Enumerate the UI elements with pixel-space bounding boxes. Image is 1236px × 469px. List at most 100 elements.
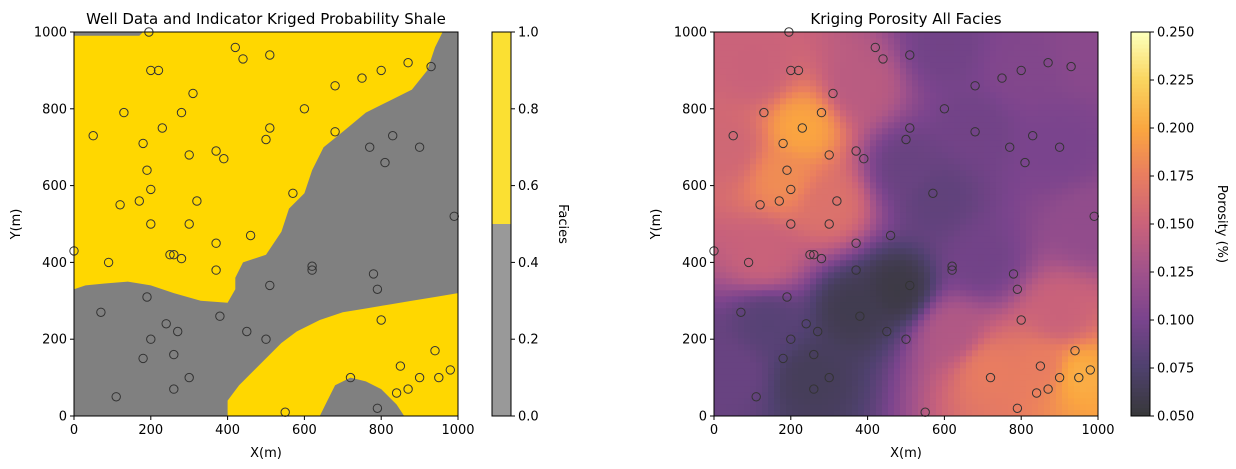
porosity-cell <box>966 338 973 345</box>
porosity-cell <box>930 350 937 357</box>
porosity-cell <box>876 110 883 117</box>
porosity-cell <box>810 158 817 165</box>
porosity-cell <box>912 194 919 201</box>
porosity-cell <box>864 296 871 303</box>
porosity-cell <box>954 128 961 135</box>
porosity-cell <box>894 230 901 237</box>
porosity-cell <box>1026 68 1033 75</box>
colorbar-gradient-step <box>1131 380 1150 385</box>
porosity-cell <box>972 80 979 87</box>
porosity-cell <box>774 68 781 75</box>
porosity-cell <box>936 290 943 297</box>
porosity-cell <box>1080 290 1087 297</box>
porosity-cell <box>966 38 973 45</box>
porosity-cell <box>960 38 967 45</box>
porosity-cell <box>924 272 931 279</box>
porosity-cell <box>972 302 979 309</box>
porosity-cell <box>978 356 985 363</box>
porosity-cell <box>870 314 877 321</box>
porosity-cell <box>996 116 1003 123</box>
porosity-cell <box>924 284 931 291</box>
porosity-cell <box>894 302 901 309</box>
porosity-cell <box>852 386 859 393</box>
porosity-cell <box>780 404 787 411</box>
porosity-cell <box>768 368 775 375</box>
porosity-cell <box>768 272 775 279</box>
well-marker <box>828 88 838 99</box>
porosity-cell <box>912 308 919 315</box>
porosity-cell <box>1062 404 1069 411</box>
porosity-cell <box>972 362 979 369</box>
porosity-cell <box>906 374 913 381</box>
porosity-cell <box>1032 326 1039 333</box>
porosity-cell <box>774 86 781 93</box>
porosity-cell <box>912 254 919 261</box>
porosity-cell <box>726 344 733 351</box>
porosity-cell <box>954 140 961 147</box>
porosity-cell <box>1020 92 1027 99</box>
porosity-cell <box>828 224 835 231</box>
porosity-cell <box>1044 116 1051 123</box>
porosity-cell <box>720 242 727 249</box>
porosity-cell <box>1026 302 1033 309</box>
porosity-cell <box>792 38 799 45</box>
porosity-cell <box>762 344 769 351</box>
porosity-cell <box>822 308 829 315</box>
porosity-cell <box>1014 386 1021 393</box>
porosity-cell <box>894 32 901 39</box>
porosity-cell <box>1086 266 1093 273</box>
porosity-cell <box>1092 140 1099 147</box>
porosity-cell <box>714 290 721 297</box>
porosity-cell <box>792 248 799 255</box>
porosity-cell <box>1014 92 1021 99</box>
porosity-cell <box>1074 146 1081 153</box>
porosity-cell <box>1062 392 1069 399</box>
porosity-cell <box>732 398 739 405</box>
porosity-cell <box>780 176 787 183</box>
porosity-cell <box>948 236 955 243</box>
porosity-cell <box>858 170 865 177</box>
porosity-cell <box>864 392 871 399</box>
porosity-cell <box>948 290 955 297</box>
porosity-cell <box>768 128 775 135</box>
porosity-cell <box>834 140 841 147</box>
porosity-cell <box>966 56 973 63</box>
porosity-cell <box>768 260 775 267</box>
porosity-cell <box>1068 314 1075 321</box>
porosity-cell <box>720 260 727 267</box>
facies-panel: Well Data and Indicator Kriged Probabili… <box>9 10 570 461</box>
well-marker <box>728 131 738 141</box>
porosity-cell <box>726 56 733 63</box>
porosity-cell <box>906 50 913 57</box>
porosity-cell <box>942 218 949 225</box>
porosity-cell <box>978 224 985 231</box>
porosity-cell <box>972 128 979 135</box>
colorbar-gradient-step <box>1131 156 1150 161</box>
porosity-cell <box>930 278 937 285</box>
porosity-cell <box>816 350 823 357</box>
porosity-cell <box>876 200 883 207</box>
porosity-cell <box>900 38 907 45</box>
porosity-cell <box>1056 230 1063 237</box>
well-marker <box>870 42 880 53</box>
porosity-cell <box>780 194 787 201</box>
porosity-cell <box>810 368 817 375</box>
porosity-cell <box>1074 134 1081 141</box>
porosity-cell <box>846 338 853 345</box>
colorbar-gradient-step <box>1131 320 1150 325</box>
porosity-cell <box>900 242 907 249</box>
porosity-cell <box>720 386 727 393</box>
porosity-cell <box>984 320 991 327</box>
porosity-cell <box>906 122 913 129</box>
porosity-cell <box>732 44 739 51</box>
porosity-cell <box>1074 170 1081 177</box>
porosity-cell <box>804 272 811 279</box>
porosity-cell <box>732 170 739 177</box>
well-marker <box>970 127 980 137</box>
porosity-cell <box>984 254 991 261</box>
porosity-cell <box>762 236 769 243</box>
porosity-cell <box>954 122 961 129</box>
porosity-cell <box>1050 392 1057 399</box>
porosity-cell <box>834 302 841 309</box>
porosity-cell <box>750 248 757 255</box>
